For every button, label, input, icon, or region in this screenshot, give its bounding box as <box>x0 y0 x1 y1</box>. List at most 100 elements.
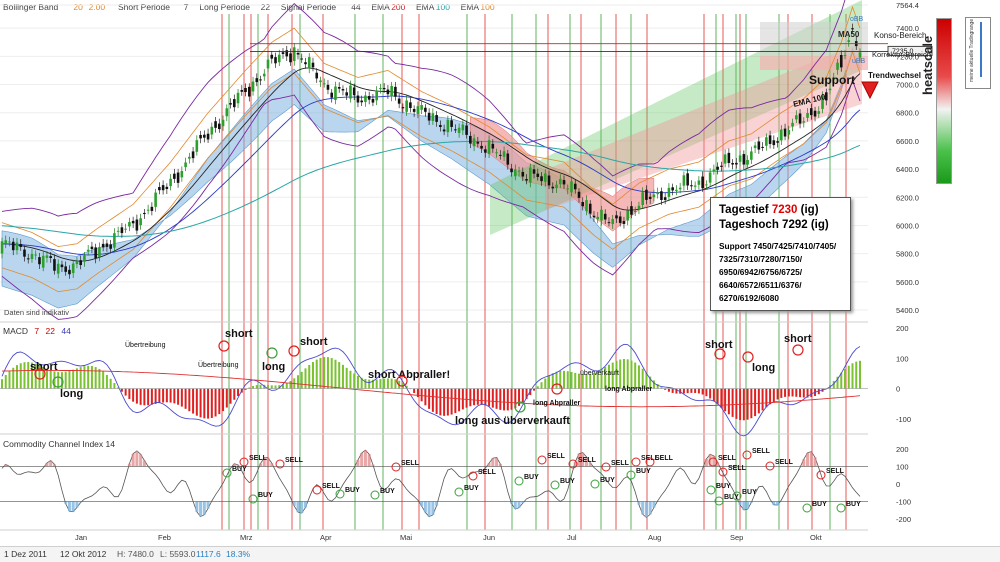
macd-bar <box>421 389 423 402</box>
candle-body <box>199 135 202 138</box>
candle-body <box>188 157 191 159</box>
macd-bar <box>503 389 505 411</box>
header-item: EMA <box>416 2 435 12</box>
macd-bar <box>668 389 670 392</box>
label-support: Support <box>809 73 855 87</box>
candle-body <box>814 111 817 117</box>
macd-bar <box>5 375 7 389</box>
macd-bar <box>848 366 850 389</box>
macd-bar <box>162 389 164 403</box>
candle-body <box>173 174 176 179</box>
candle-body <box>653 195 656 198</box>
footer-diff: 1117.6 <box>196 549 221 559</box>
macd-bar <box>230 389 232 404</box>
macd-bar <box>87 366 89 389</box>
signal-circle <box>743 352 753 362</box>
candle-body <box>387 90 390 95</box>
candle-body <box>510 169 513 173</box>
buy-label: BUY <box>464 485 479 492</box>
candle-body <box>548 176 551 186</box>
macd-bar <box>754 389 756 416</box>
candle-body <box>379 88 382 89</box>
buy-marker <box>707 486 715 494</box>
month-label: Jun <box>483 533 495 542</box>
macd-bar <box>469 389 471 407</box>
buy-label: BUY <box>560 478 575 485</box>
macd-bar <box>237 389 239 396</box>
macd-bar <box>140 389 142 405</box>
candle-body <box>705 184 708 185</box>
candle-body <box>226 108 229 116</box>
candle-body <box>27 258 30 259</box>
macd-bar <box>424 389 426 406</box>
candle-body <box>551 187 554 189</box>
candle-body <box>596 217 599 219</box>
macd-bar <box>769 389 771 405</box>
macd-bar <box>50 370 52 388</box>
candle-body <box>222 120 225 126</box>
macd-bar <box>8 371 10 388</box>
macd-bar <box>810 389 812 397</box>
macd-bar <box>289 381 291 389</box>
candle-body <box>600 210 603 221</box>
candle-body <box>323 83 326 84</box>
macd-tick: -100 <box>896 415 911 424</box>
macd-bar <box>57 372 59 389</box>
macd-bar <box>312 362 314 389</box>
candle-body <box>154 193 157 207</box>
candle-body <box>413 109 416 112</box>
buy-label: BUY <box>812 501 827 508</box>
sell-marker <box>469 472 477 480</box>
macd-bar <box>709 389 711 399</box>
macd-bar <box>155 389 157 404</box>
candle-body <box>181 171 184 177</box>
candle-body <box>8 241 11 242</box>
macd-bar <box>544 379 546 389</box>
sell-marker <box>743 451 751 459</box>
header-item: EMA <box>371 2 390 12</box>
macd-bar <box>323 357 325 389</box>
candle-body <box>623 221 626 224</box>
macd-bar <box>20 363 22 388</box>
macd-bar <box>349 371 351 389</box>
price-tick: 7000.0 <box>896 81 919 90</box>
macd-bar <box>728 389 730 415</box>
macd-bar <box>428 389 430 409</box>
macd-annotations: shortlongÜbertreibungÜbertreibungshortlo… <box>30 328 812 427</box>
candle-body <box>113 233 116 247</box>
macd-bar <box>717 389 719 405</box>
candle-body <box>529 168 532 183</box>
macd-bar <box>844 369 846 389</box>
macd-bar <box>417 389 419 398</box>
candle-body <box>308 57 311 68</box>
candle-body <box>16 243 19 251</box>
candle-body <box>394 87 397 97</box>
price-tick: 6600.0 <box>896 137 919 146</box>
candle-body <box>784 129 787 137</box>
header-item: 44 <box>351 2 361 12</box>
candle-body <box>788 130 791 135</box>
macd-bar <box>342 365 344 389</box>
month-label: Jan <box>75 533 87 542</box>
macd-bar <box>758 389 760 414</box>
macd-bar <box>151 389 153 405</box>
signal-circle <box>289 346 299 356</box>
macd-bar <box>170 389 172 403</box>
macd-title: MACD 7 22 44 <box>3 326 71 336</box>
macd-bar <box>192 389 194 414</box>
sell-label: SELL <box>718 455 737 462</box>
candle-body <box>769 135 772 144</box>
sell-label: SELL <box>478 469 497 476</box>
candle-body <box>330 93 333 98</box>
header-item: 7 <box>184 2 189 12</box>
candle-body <box>61 265 64 268</box>
candle-body <box>817 111 820 114</box>
tradingrange-legend: meine aktuelle Tradingrange <box>965 17 991 89</box>
macd-annotation: Übertreibung <box>125 341 166 349</box>
macd-bar <box>855 362 857 389</box>
candle-body <box>192 151 195 158</box>
macd-bar <box>443 389 445 416</box>
candle-body <box>581 202 584 206</box>
candle-body <box>23 250 26 257</box>
